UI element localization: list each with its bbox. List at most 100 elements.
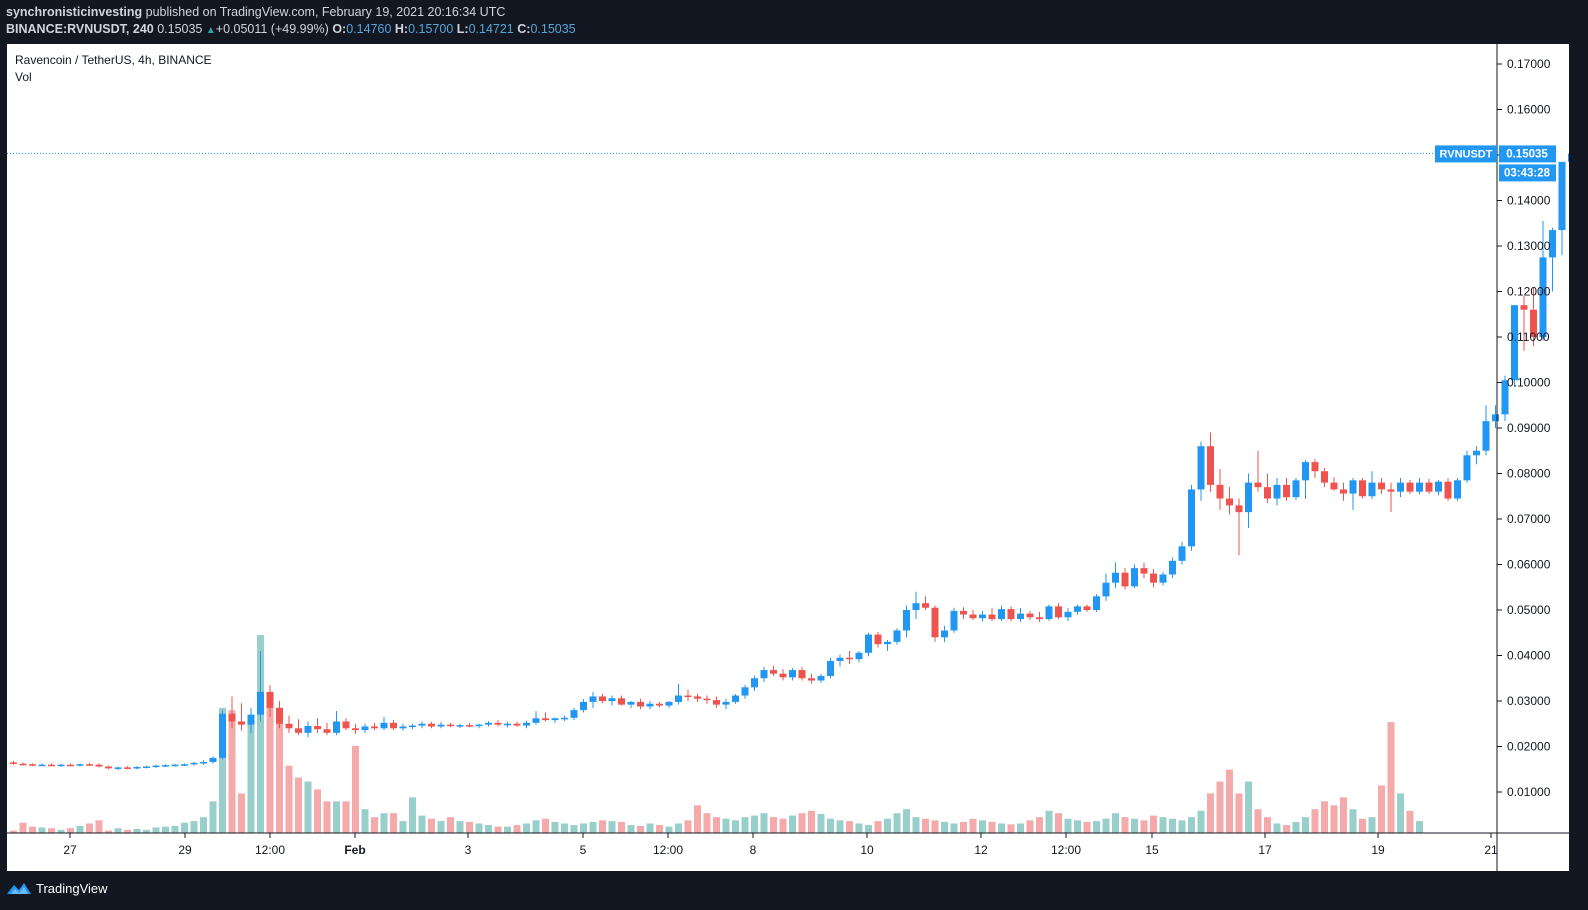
- candle-body[interactable]: [646, 703, 654, 707]
- candle-body[interactable]: [513, 723, 521, 726]
- candle-body[interactable]: [418, 723, 426, 726]
- candle-body[interactable]: [10, 762, 17, 764]
- candle-body[interactable]: [1169, 560, 1176, 575]
- candle-body[interactable]: [770, 670, 777, 674]
- candle-body[interactable]: [485, 722, 492, 725]
- candle-body[interactable]: [276, 707, 283, 724]
- candle-body[interactable]: [1245, 482, 1252, 513]
- candle-body[interactable]: [561, 717, 568, 720]
- candle-body[interactable]: [1112, 572, 1119, 583]
- candle-body[interactable]: [304, 726, 312, 733]
- candle-body[interactable]: [1178, 546, 1186, 561]
- candle-body[interactable]: [494, 722, 502, 725]
- candle-body[interactable]: [1311, 462, 1319, 472]
- candle-body[interactable]: [893, 630, 901, 642]
- publisher-name[interactable]: synchronisticinvesting: [6, 5, 143, 19]
- candle-body[interactable]: [789, 670, 796, 678]
- candle-body[interactable]: [1216, 484, 1224, 499]
- candle-body[interactable]: [133, 766, 141, 769]
- candle-body[interactable]: [181, 764, 188, 766]
- candle-body[interactable]: [1454, 480, 1461, 499]
- candle-body[interactable]: [447, 724, 454, 727]
- candle-body[interactable]: [1425, 482, 1433, 492]
- candle-body[interactable]: [1416, 482, 1423, 492]
- candle-body[interactable]: [19, 763, 27, 766]
- candle-body[interactable]: [1349, 480, 1357, 494]
- candle-body[interactable]: [1188, 489, 1195, 547]
- candle-body[interactable]: [114, 767, 122, 769]
- candle-body[interactable]: [532, 718, 540, 723]
- candle-body[interactable]: [694, 696, 701, 699]
- candle-body[interactable]: [38, 764, 46, 767]
- candle-body[interactable]: [1406, 482, 1414, 492]
- candle-body[interactable]: [1511, 305, 1518, 381]
- candle-body[interactable]: [152, 765, 160, 768]
- candle-body[interactable]: [371, 726, 378, 729]
- candle-body[interactable]: [200, 761, 207, 764]
- candle-body[interactable]: [950, 610, 958, 631]
- candle-body[interactable]: [1397, 482, 1404, 492]
- tradingview-brand[interactable]: TradingView: [6, 880, 108, 896]
- candle-body[interactable]: [665, 701, 673, 706]
- candle-body[interactable]: [912, 603, 920, 610]
- candle-body[interactable]: [1302, 462, 1309, 481]
- candle-body[interactable]: [1444, 481, 1452, 499]
- candle-body[interactable]: [827, 660, 834, 676]
- candle-body[interactable]: [209, 757, 217, 762]
- candle-body[interactable]: [1235, 505, 1243, 513]
- candle-body[interactable]: [1226, 498, 1233, 506]
- candle-body[interactable]: [1036, 617, 1043, 620]
- candle-body[interactable]: [1045, 606, 1053, 620]
- candle-body[interactable]: [504, 723, 511, 726]
- candle-body[interactable]: [247, 714, 255, 725]
- candle-body[interactable]: [751, 678, 758, 688]
- candle-body[interactable]: [238, 721, 245, 725]
- candlestick-chart[interactable]: 0.170000.160000.150000.140000.130000.120…: [7, 44, 1569, 871]
- candle-body[interactable]: [1378, 482, 1385, 490]
- candle-body[interactable]: [760, 670, 768, 679]
- candle-body[interactable]: [1093, 596, 1100, 610]
- candle-body[interactable]: [1530, 309, 1537, 337]
- candle-body[interactable]: [29, 764, 36, 766]
- candle-body[interactable]: [523, 722, 530, 726]
- candle-body[interactable]: [1463, 455, 1471, 481]
- candle-body[interactable]: [846, 657, 853, 660]
- candle-body[interactable]: [342, 721, 350, 729]
- candle-body[interactable]: [1340, 489, 1347, 494]
- candle-body[interactable]: [1264, 487, 1271, 499]
- candle-body[interactable]: [162, 765, 169, 767]
- candle-body[interactable]: [1330, 482, 1338, 490]
- candle-body[interactable]: [922, 603, 929, 608]
- candle-body[interactable]: [76, 764, 84, 766]
- candle-body[interactable]: [618, 698, 625, 705]
- candle-body[interactable]: [1368, 482, 1376, 497]
- candle-body[interactable]: [1492, 414, 1499, 422]
- candle-body[interactable]: [428, 723, 435, 727]
- candle-body[interactable]: [1197, 446, 1205, 490]
- candle-body[interactable]: [855, 652, 863, 660]
- candle-body[interactable]: [903, 610, 910, 631]
- candle-body[interactable]: [637, 701, 644, 707]
- candle-body[interactable]: [95, 764, 103, 767]
- candle-body[interactable]: [1254, 482, 1262, 488]
- candle-body[interactable]: [143, 766, 150, 769]
- candle-body[interactable]: [1568, 153, 1569, 162]
- candle-body[interactable]: [836, 657, 844, 661]
- candle-body[interactable]: [257, 691, 264, 715]
- candle-body[interactable]: [1074, 606, 1081, 612]
- candle-body[interactable]: [1207, 446, 1214, 485]
- candle-body[interactable]: [124, 767, 131, 769]
- candle-body[interactable]: [865, 634, 872, 653]
- candle-body[interactable]: [580, 701, 587, 711]
- candle-body[interactable]: [1083, 606, 1091, 610]
- candle-body[interactable]: [884, 641, 891, 645]
- candle-body[interactable]: [1292, 480, 1300, 498]
- candle-body[interactable]: [998, 609, 1005, 620]
- candle-body[interactable]: [808, 678, 815, 681]
- candle-body[interactable]: [437, 724, 445, 727]
- candle-body[interactable]: [931, 607, 939, 638]
- candle-body[interactable]: [779, 673, 787, 678]
- candle-body[interactable]: [1026, 613, 1034, 618]
- candle-body[interactable]: [266, 691, 274, 708]
- candle-body[interactable]: [988, 614, 996, 620]
